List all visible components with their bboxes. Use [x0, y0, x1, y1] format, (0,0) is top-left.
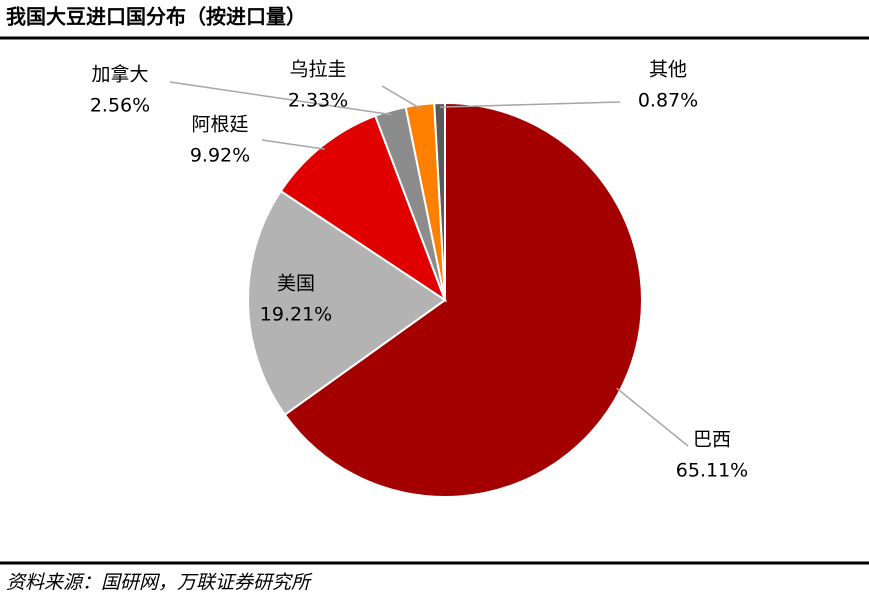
slice-value: 2.56% [90, 95, 150, 117]
source: 资料来源：国研网，万联证券研究所 [6, 572, 313, 594]
slice-label: 巴西 [693, 429, 731, 451]
pie-slice [283, 101, 643, 498]
chart-title: 我国大豆进口国分布（按进口量） [6, 5, 306, 29]
slice-value: 65.11% [676, 460, 748, 482]
slice-label: 美国 [277, 273, 315, 295]
pie-slice [279, 114, 448, 303]
slice-label: 加拿大 [91, 63, 148, 86]
leader-line [169, 81, 392, 116]
slice-value: 0.87% [638, 90, 698, 112]
slice-value: 9.92% [190, 145, 250, 167]
slice-label: 阿根廷 [191, 114, 248, 136]
slice-value: 2.33% [288, 90, 348, 112]
leader-line [616, 387, 689, 447]
slice-label: 乌拉圭 [289, 59, 346, 81]
pie-slice [247, 189, 447, 417]
slice-value: 19.21% [260, 304, 332, 326]
slice-label: 其他 [649, 59, 687, 81]
leader-line [261, 139, 325, 150]
leader-line [439, 101, 621, 108]
pie-slice [433, 101, 446, 301]
leader-line [381, 85, 421, 110]
